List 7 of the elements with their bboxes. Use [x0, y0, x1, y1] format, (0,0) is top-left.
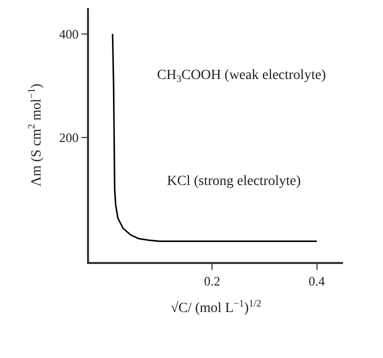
y-tick-label: 200 — [59, 130, 79, 146]
y-tick-label: 400 — [59, 26, 79, 42]
annotation: CH$_{3}$COOH (weak electrolyte) — [157, 68, 326, 85]
x-axis-title: √C/ (mol L$^{−1}$)$^{1/2}$ — [170, 298, 262, 316]
x-tick-label: 0.4 — [308, 273, 326, 288]
x-tick-label: 0.2 — [204, 273, 220, 288]
annotation: KCl (strong electrolyte) — [167, 174, 302, 189]
